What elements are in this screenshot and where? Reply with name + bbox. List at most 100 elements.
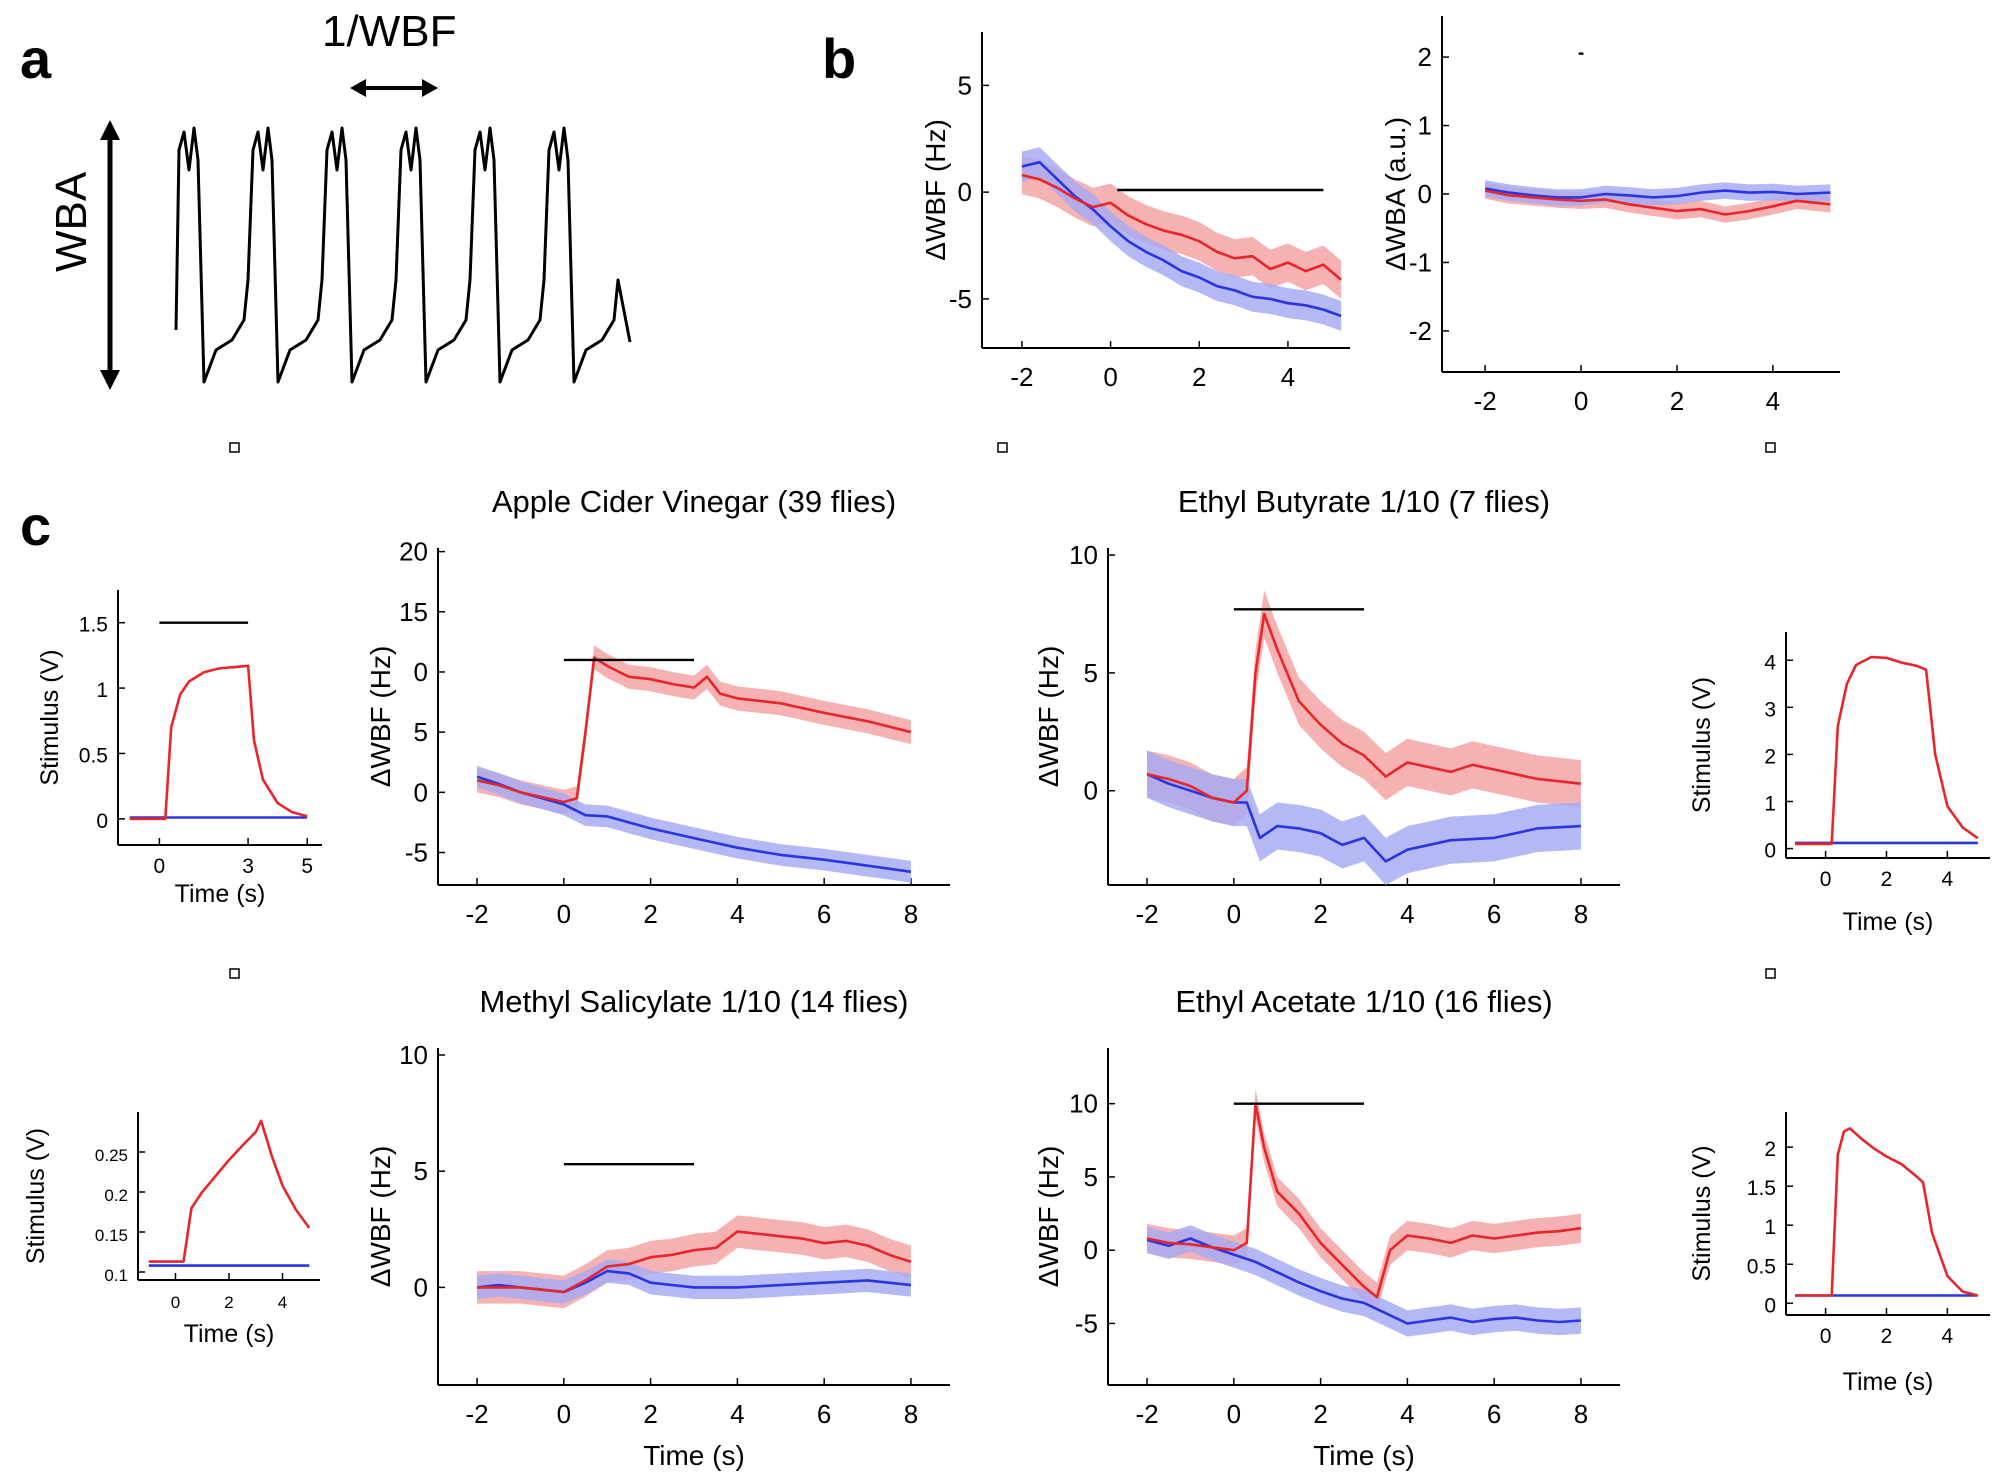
y-tick-label: -2 [1409,316,1432,346]
chart-title: Apple Cider Vinegar (39 flies) [492,484,896,519]
x-tick-label: 4 [1942,1325,1954,1348]
y-tick-label: 1 [1764,1216,1776,1239]
panel-label-b: b [822,27,856,90]
y-axis-label: Stimulus (V) [1688,677,1716,813]
chart-c_ea_stim: 0 2 4 0 0.5 1 1.5 2 Stimulus (V) Time (s) [1688,1112,1990,1396]
chart-c_eb_stim: 0 2 4 0 1 2 3 4 Stimulus (V) Time (s) [1688,632,1990,936]
y-tick-label: -5 [405,838,428,868]
y-tick-label: 0 [414,777,428,807]
y-tick-label: 1 [1764,793,1776,816]
x-tick-label: 4 [730,1399,744,1429]
y-tick-label: 5 [414,717,428,747]
x-tick-label: 4 [278,1293,287,1312]
series-line-red [1021,173,1342,281]
y-tick-label: 0.1 [104,1266,128,1285]
x-tick-label: 0 [1227,1399,1241,1429]
x-tick-label: 0 [557,1399,571,1429]
y-tick-label: 0 [1084,776,1098,806]
x-tick-label: 2 [1881,868,1893,891]
x-tick-label: 4 [1942,868,1954,891]
y-tick-label: 0 [1764,840,1776,863]
series-line-red [1795,655,1979,846]
y-tick-label: 0.2 [104,1186,128,1205]
y-tick-label: 2 [1764,745,1776,768]
y-axis-label: ΔWBF (Hz) [365,1146,396,1288]
series-band-blue [1147,750,1581,885]
x-tick-label: 8 [1574,899,1588,929]
y-tick-label: 0.25 [95,1146,128,1165]
y-tick-label: -1 [1409,247,1432,277]
y-tick-label: -5 [1075,1308,1098,1338]
x-tick-label: 6 [817,1399,831,1429]
series-band-red [1147,590,1581,827]
x-tick-label: 4 [1400,1399,1414,1429]
series-line-red [1484,189,1831,216]
wing-beat-trace [174,126,632,384]
series-line-red [129,664,308,821]
y-axis-label: ΔWBF (Hz) [365,646,396,788]
panel-a: 1/WBF WBA [47,7,632,390]
y-axis-label: Stimulus (V) [36,649,64,785]
x-tick-label: 2 [643,899,657,929]
chart-title: Methyl Salicylate 1/10 (14 flies) [479,984,908,1019]
series-line-blue [1146,1237,1581,1325]
x-tick-label: 4 [1766,386,1780,416]
y-axis-label: ΔWBF (Hz) [1033,646,1064,788]
series-band-red [1147,1089,1581,1312]
x-tick-label: -2 [1135,899,1158,929]
chart-b2: -2 0 2 4 -2 -1 0 1 2 ΔWBA (a.u.) [1380,16,1840,416]
y-tick-label: 5 [958,70,972,100]
y-axis-label: ΔWBF (Hz) [1033,1146,1064,1288]
y-axis-label: Stimulus (V) [1688,1145,1716,1281]
y-tick-label: 3 [1764,698,1776,721]
x-tick-label: 2 [643,1399,657,1429]
x-tick-label: 4 [1281,362,1295,392]
series-line-red [476,656,912,804]
y-tick-label: 0 [1764,1294,1776,1317]
series-line-red [1146,612,1582,804]
x-axis-label: Time (s) [1313,1440,1415,1471]
x-tick-label: 0 [1820,1325,1832,1348]
series-band-blue [1147,1225,1581,1337]
y-tick-label: 0 [1084,1235,1098,1265]
y-tick-label: 4 [1764,651,1776,674]
x-tick-label: 0 [1103,362,1117,392]
y-tick-label: 0.5 [1747,1255,1776,1278]
separator-markers [229,442,1776,979]
x-tick-label: 4 [1400,899,1414,929]
x-tick-label: 2 [1313,899,1327,929]
x-tick-label: 0 [171,1293,180,1312]
series-band-blue [1021,147,1342,331]
y-tick-label: 2 [1764,1138,1776,1161]
x-tick-label: 8 [904,899,918,929]
y-tick-label: 0 [1418,179,1432,209]
x-tick-label: 8 [904,1399,918,1429]
y-tick-label: 2 [1418,42,1432,72]
x-tick-label: 2 [1881,1325,1893,1348]
x-tick-label: 6 [1487,1399,1501,1429]
x-tick-label: -2 [1474,386,1497,416]
y-tick-label: 0 [414,657,428,687]
chart-title: Ethyl Acetate 1/10 (16 flies) [1175,984,1552,1019]
y-tick-label: 1.5 [79,614,108,637]
y-tick-label: 5 [414,1156,428,1186]
x-tick-label: 0 [1820,868,1832,891]
x-tick-label: 0 [557,899,571,929]
x-tick-label: 5 [301,855,313,878]
y-axis-label: Stimulus (V) [22,1128,50,1264]
y-tick-label: 0 [96,810,108,833]
y-tick-label: 0 [958,177,972,207]
x-tick-label: -2 [465,1399,488,1429]
x-tick-label: 2 [1192,362,1206,392]
y-tick-label: 5 [1084,1162,1098,1192]
chart-c_ms: -2 0 2 4 6 8 0 5 10 ΔWBF (Hz) Time (s) Methyl Salic… [365,984,950,1471]
y-tick-label: 10 [399,1040,428,1070]
x-tick-label: 0 [154,855,166,878]
x-tick-label: 2 [224,1293,233,1312]
x-tick-label: -2 [1010,362,1033,392]
series-line-blue [1484,187,1831,199]
